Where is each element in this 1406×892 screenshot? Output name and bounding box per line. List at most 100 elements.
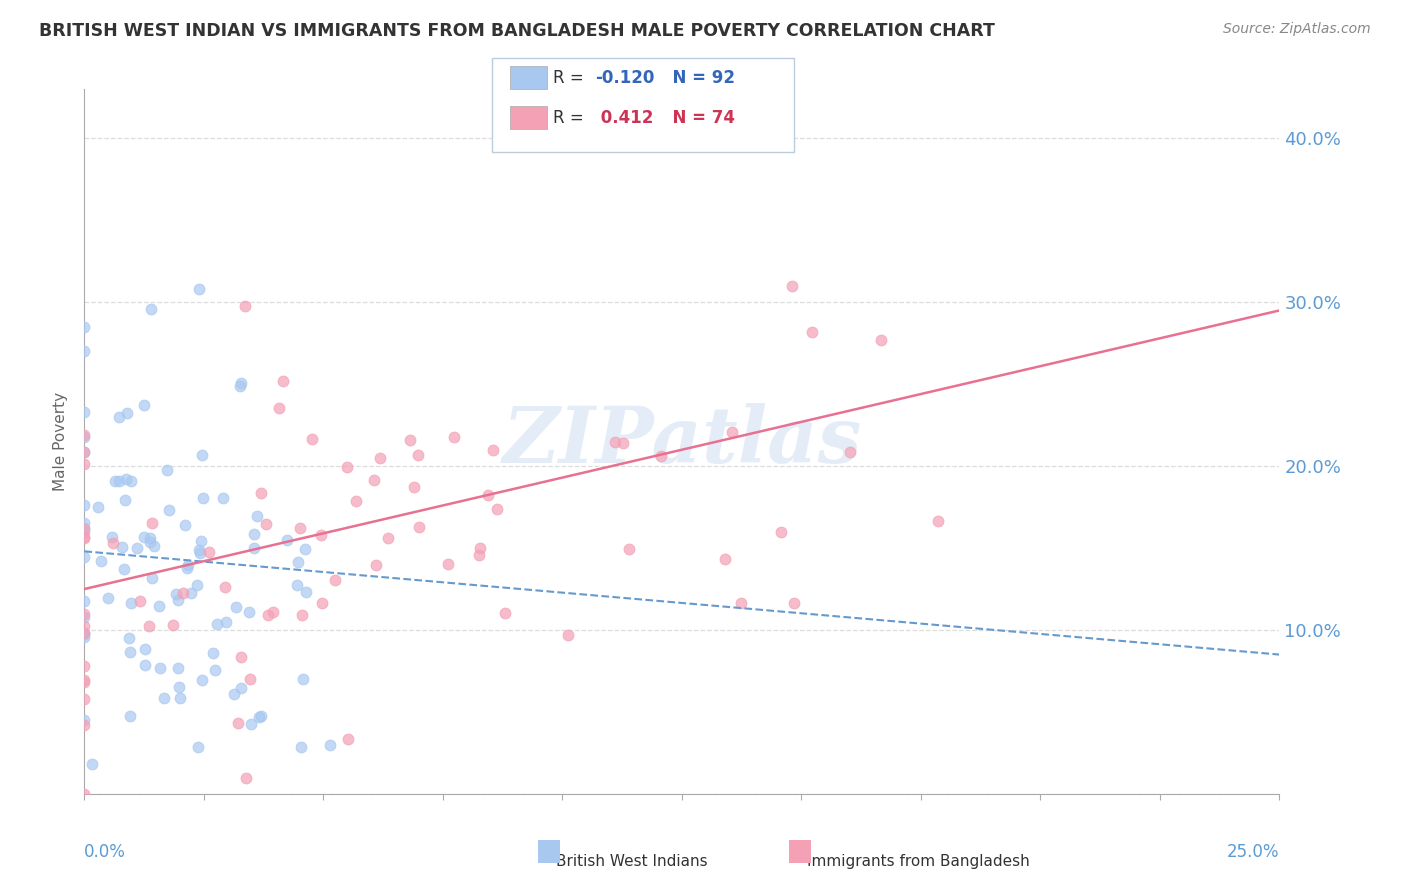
Point <box>650 449 672 463</box>
Text: ZIPatlas: ZIPatlas <box>502 403 862 480</box>
Point <box>120 644 142 658</box>
Point <box>229 378 252 392</box>
Point <box>73 405 96 419</box>
Point <box>120 596 142 610</box>
Point <box>187 739 209 754</box>
Point <box>132 530 155 544</box>
Point <box>239 717 262 731</box>
Point <box>73 610 96 624</box>
Point <box>468 548 491 562</box>
Point <box>73 344 96 359</box>
Text: BRITISH WEST INDIAN VS IMMIGRANTS FROM BANGLADESH MALE POVERTY CORRELATION CHART: BRITISH WEST INDIAN VS IMMIGRANTS FROM B… <box>39 22 995 40</box>
Point <box>468 541 491 555</box>
Point <box>202 646 225 660</box>
Point <box>619 542 641 557</box>
Point <box>287 555 309 569</box>
Point <box>148 599 170 613</box>
Point <box>325 574 347 588</box>
Point <box>186 577 208 591</box>
Point <box>73 320 96 334</box>
Point <box>344 494 367 508</box>
Point <box>364 558 387 572</box>
Point <box>188 546 211 560</box>
Point <box>276 533 298 547</box>
Point <box>134 398 156 412</box>
Point <box>112 562 135 576</box>
Point <box>107 475 129 489</box>
Point <box>73 457 96 471</box>
Point <box>603 434 626 449</box>
Point <box>73 673 96 687</box>
Point <box>73 626 96 640</box>
Point <box>190 448 212 462</box>
Point <box>143 539 166 553</box>
Point <box>73 594 96 608</box>
Point <box>167 592 190 607</box>
Point <box>111 540 134 554</box>
Point <box>73 607 96 621</box>
Point <box>73 525 96 540</box>
Point <box>267 401 290 415</box>
Point <box>257 607 280 622</box>
Point <box>714 552 737 566</box>
Text: British West Indians: British West Indians <box>557 854 709 869</box>
Point <box>408 520 430 534</box>
Point <box>73 626 96 640</box>
Point <box>205 617 228 632</box>
Point <box>291 607 314 622</box>
Point <box>120 474 142 488</box>
Point <box>73 520 96 534</box>
Point <box>134 641 156 656</box>
Point <box>73 674 96 689</box>
Point <box>363 473 385 487</box>
Point <box>139 532 162 546</box>
Point <box>402 479 425 493</box>
Point <box>226 715 249 730</box>
Point <box>104 474 127 488</box>
Point <box>101 529 124 543</box>
Point <box>118 709 141 723</box>
Point <box>128 594 150 608</box>
Point <box>141 516 163 530</box>
Point <box>162 617 184 632</box>
Point <box>87 500 110 514</box>
Point <box>115 405 138 419</box>
Point <box>222 688 245 702</box>
Point <box>720 425 742 440</box>
Point <box>231 376 253 390</box>
Point <box>73 692 96 706</box>
Point <box>250 709 273 723</box>
Point <box>336 731 359 746</box>
Point <box>190 673 212 688</box>
Point <box>254 516 277 531</box>
Point <box>167 661 190 675</box>
Text: R =: R = <box>553 69 589 87</box>
Point <box>114 492 136 507</box>
Point <box>73 550 96 565</box>
Point <box>294 541 316 556</box>
Point <box>73 428 96 442</box>
Point <box>191 491 214 505</box>
Point <box>156 463 179 477</box>
Point <box>262 605 284 619</box>
Point <box>107 409 129 424</box>
Point <box>290 739 312 754</box>
Point <box>249 486 271 500</box>
Point <box>118 632 141 646</box>
Point <box>139 302 162 317</box>
Point <box>295 585 318 599</box>
Point <box>73 718 96 732</box>
Point <box>172 586 194 600</box>
Point <box>377 531 399 545</box>
Point <box>73 531 96 545</box>
Text: Immigrants from Bangladesh: Immigrants from Bangladesh <box>807 854 1031 869</box>
Point <box>187 282 209 296</box>
Point <box>90 554 112 568</box>
Point <box>494 606 516 620</box>
Point <box>398 434 420 448</box>
Point <box>301 432 323 446</box>
Point <box>73 430 96 444</box>
Point <box>246 509 269 524</box>
Point <box>273 374 295 388</box>
Point <box>157 503 180 517</box>
